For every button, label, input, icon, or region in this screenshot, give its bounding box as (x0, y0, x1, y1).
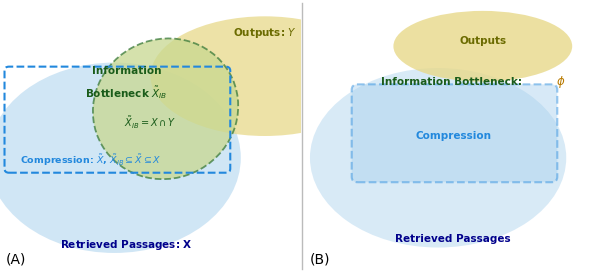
Text: Retrieved Passages: $\mathbf{X}$: Retrieved Passages: $\mathbf{X}$ (60, 238, 193, 252)
Text: Information Bottleneck:: Information Bottleneck: (380, 77, 526, 86)
Ellipse shape (310, 68, 566, 248)
Text: Compression: Compression (415, 131, 491, 141)
Text: Retrieved Passages: Retrieved Passages (395, 234, 511, 244)
Text: $\tilde{X}_{IB} = X\cap Y$: $\tilde{X}_{IB} = X\cap Y$ (124, 114, 177, 131)
Ellipse shape (394, 11, 572, 82)
Ellipse shape (0, 63, 241, 253)
Text: Compression: $\tilde{X}$, $\tilde{X}_{IB} \subseteq \tilde{X} \subseteq X$: Compression: $\tilde{X}$, $\tilde{X}_{IB… (19, 153, 161, 168)
Ellipse shape (93, 38, 238, 179)
Text: Bottleneck $\tilde{X}_{IB}$: Bottleneck $\tilde{X}_{IB}$ (85, 84, 168, 101)
Text: Information: Information (92, 66, 161, 76)
Text: (B): (B) (310, 253, 330, 267)
Ellipse shape (150, 16, 379, 136)
Text: $\phi$: $\phi$ (556, 74, 565, 89)
Text: Outputs: Outputs (459, 36, 506, 46)
Text: (A): (A) (6, 253, 26, 267)
Text: Outputs: $\mathit{Y}$: Outputs: $\mathit{Y}$ (233, 26, 297, 40)
FancyBboxPatch shape (352, 84, 557, 182)
